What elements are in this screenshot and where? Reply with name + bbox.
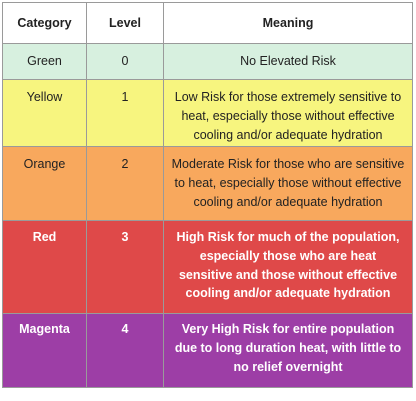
- category-cell: Green: [2, 43, 87, 80]
- header-level: Level: [86, 2, 164, 44]
- header-category: Category: [2, 2, 87, 44]
- category-cell: Magenta: [2, 313, 87, 388]
- level-cell: 0: [86, 43, 164, 80]
- meaning-cell: Low Risk for those extremely sensitive t…: [163, 79, 413, 147]
- meaning-cell: Very High Risk for entire population due…: [163, 313, 413, 388]
- level-cell: 3: [86, 220, 164, 314]
- table-header-row: Category Level Meaning: [2, 2, 413, 44]
- level-cell: 1: [86, 79, 164, 147]
- heat-risk-table: Category Level Meaning Green 0 No Elevat…: [2, 2, 413, 388]
- table-row: Red 3 High Risk for much of the populati…: [2, 220, 413, 314]
- category-cell: Orange: [2, 146, 87, 221]
- header-meaning: Meaning: [163, 2, 413, 44]
- meaning-cell: No Elevated Risk: [163, 43, 413, 80]
- category-cell: Yellow: [2, 79, 87, 147]
- table-row: Magenta 4 Very High Risk for entire popu…: [2, 313, 413, 388]
- category-cell: Red: [2, 220, 87, 314]
- level-cell: 2: [86, 146, 164, 221]
- table-row: Orange 2 Moderate Risk for those who are…: [2, 146, 413, 221]
- table-row: Green 0 No Elevated Risk: [2, 43, 413, 80]
- level-cell: 4: [86, 313, 164, 388]
- meaning-cell: High Risk for much of the population, es…: [163, 220, 413, 314]
- meaning-cell: Moderate Risk for those who are sensitiv…: [163, 146, 413, 221]
- table-row: Yellow 1 Low Risk for those extremely se…: [2, 79, 413, 147]
